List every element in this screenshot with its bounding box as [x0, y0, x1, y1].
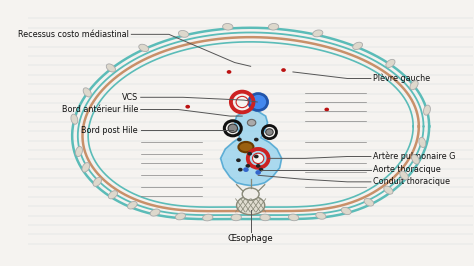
Ellipse shape — [139, 44, 148, 52]
Ellipse shape — [223, 23, 233, 30]
Ellipse shape — [202, 214, 213, 221]
Ellipse shape — [71, 114, 78, 124]
Ellipse shape — [228, 124, 237, 132]
Ellipse shape — [185, 105, 190, 109]
Ellipse shape — [288, 214, 299, 221]
Ellipse shape — [231, 214, 241, 221]
Ellipse shape — [242, 188, 259, 200]
Ellipse shape — [237, 138, 242, 142]
Ellipse shape — [419, 138, 426, 148]
Text: Bord antérieur Hile: Bord antérieur Hile — [62, 105, 138, 114]
Ellipse shape — [260, 214, 270, 221]
Text: Recessus costo médiastinal: Recessus costo médiastinal — [18, 30, 128, 39]
Ellipse shape — [237, 196, 265, 215]
Ellipse shape — [93, 177, 101, 186]
Ellipse shape — [249, 94, 267, 110]
Ellipse shape — [82, 163, 90, 172]
Ellipse shape — [324, 108, 329, 111]
Ellipse shape — [75, 147, 82, 157]
Text: Œsophage: Œsophage — [228, 234, 273, 243]
Polygon shape — [220, 110, 282, 186]
Ellipse shape — [259, 168, 264, 172]
Ellipse shape — [384, 186, 393, 194]
Ellipse shape — [341, 207, 351, 215]
Text: Artère pulmonaire G: Artère pulmonaire G — [373, 152, 455, 161]
Ellipse shape — [236, 96, 248, 108]
Ellipse shape — [178, 31, 189, 37]
Ellipse shape — [313, 30, 323, 37]
Text: Aorte thoracique: Aorte thoracique — [373, 165, 440, 174]
Ellipse shape — [254, 138, 259, 142]
Ellipse shape — [227, 70, 231, 74]
Text: VCS: VCS — [122, 93, 138, 102]
Ellipse shape — [400, 171, 408, 180]
Ellipse shape — [236, 158, 241, 162]
Ellipse shape — [238, 142, 254, 152]
Ellipse shape — [109, 191, 118, 199]
Ellipse shape — [364, 198, 374, 206]
Ellipse shape — [247, 119, 256, 126]
Ellipse shape — [83, 88, 91, 97]
Ellipse shape — [423, 105, 430, 115]
Ellipse shape — [386, 59, 395, 68]
Ellipse shape — [150, 209, 160, 216]
Ellipse shape — [281, 68, 286, 72]
Ellipse shape — [253, 153, 264, 164]
Ellipse shape — [256, 164, 261, 168]
Ellipse shape — [247, 152, 252, 156]
Ellipse shape — [238, 168, 243, 172]
Ellipse shape — [266, 129, 273, 135]
Ellipse shape — [316, 212, 326, 219]
Ellipse shape — [410, 81, 418, 90]
Text: Conduit thoracique: Conduit thoracique — [373, 177, 450, 186]
Ellipse shape — [268, 23, 279, 30]
Text: Bord post Hile: Bord post Hile — [81, 126, 138, 135]
Ellipse shape — [128, 201, 137, 209]
Ellipse shape — [175, 213, 185, 220]
Text: Plèvre gauche: Plèvre gauche — [373, 74, 430, 83]
Ellipse shape — [246, 164, 250, 168]
Ellipse shape — [106, 64, 116, 72]
Ellipse shape — [254, 155, 259, 158]
Ellipse shape — [411, 155, 419, 164]
Ellipse shape — [353, 42, 363, 49]
Ellipse shape — [255, 170, 261, 175]
Ellipse shape — [243, 167, 249, 172]
